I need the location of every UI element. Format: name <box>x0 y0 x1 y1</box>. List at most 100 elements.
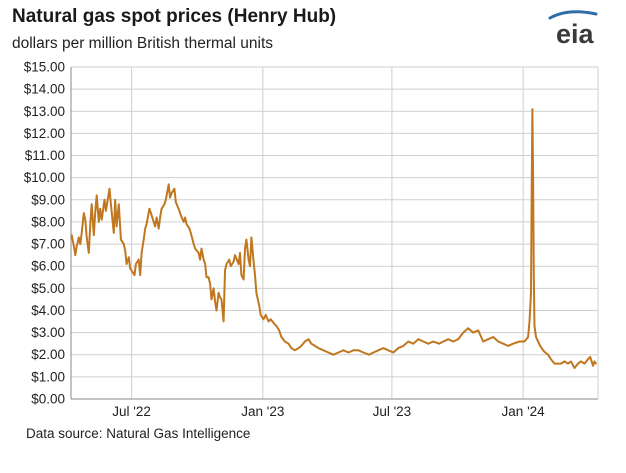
price-series-line <box>70 108 597 369</box>
data-point <box>417 338 419 340</box>
y-tick-label: $12.00 <box>24 126 65 141</box>
data-point <box>387 349 389 351</box>
data-source-note: Data source: Natural Gas Intelligence <box>26 426 251 441</box>
data-point <box>215 309 218 312</box>
data-point <box>91 203 93 205</box>
data-point <box>402 345 404 347</box>
data-point <box>294 349 296 351</box>
data-point <box>327 351 329 354</box>
data-point <box>114 199 116 201</box>
data-point <box>342 349 344 351</box>
data-point <box>198 252 200 254</box>
data-point <box>135 263 137 265</box>
data-point <box>280 336 282 338</box>
data-point <box>347 351 349 354</box>
data-point <box>553 363 556 365</box>
data-point <box>88 252 90 254</box>
series-layer <box>70 108 597 369</box>
axes <box>70 67 599 400</box>
x-tick-label: Jul '22 <box>112 404 151 419</box>
data-point <box>138 259 140 261</box>
data-point <box>204 263 206 265</box>
data-point <box>392 351 394 354</box>
data-point <box>260 314 262 316</box>
data-point <box>382 347 384 349</box>
eia-logo-arc <box>548 10 598 20</box>
data-point <box>93 234 95 236</box>
data-point <box>146 223 148 225</box>
data-point <box>210 298 213 300</box>
data-point <box>213 287 215 289</box>
data-point <box>589 356 591 358</box>
data-point <box>290 347 292 349</box>
data-point <box>110 203 112 205</box>
y-tick-label: $4.00 <box>31 303 65 318</box>
data-point <box>357 349 359 351</box>
data-point <box>153 221 155 223</box>
data-point <box>245 239 247 241</box>
data-point <box>531 108 534 110</box>
data-point <box>194 247 196 250</box>
data-point <box>563 360 566 362</box>
data-point <box>171 192 173 194</box>
data-point <box>297 347 300 349</box>
data-point <box>593 360 596 362</box>
data-point <box>583 363 586 365</box>
data-point <box>573 367 576 369</box>
y-tick-label: $9.00 <box>31 192 65 207</box>
eia-logo-text: eia <box>556 19 595 46</box>
y-tick-label: $13.00 <box>24 104 65 119</box>
data-point <box>144 228 146 230</box>
data-point <box>532 177 534 179</box>
data-point <box>209 283 211 285</box>
data-point <box>148 208 150 210</box>
y-tick-label: $10.00 <box>24 170 65 185</box>
data-point <box>161 208 163 210</box>
data-point <box>539 345 541 347</box>
data-point <box>452 340 454 343</box>
data-point <box>203 259 205 261</box>
data-point <box>432 340 434 343</box>
x-tick-label: Jan '23 <box>241 404 284 419</box>
data-point <box>208 276 210 278</box>
data-point <box>352 349 354 351</box>
data-point <box>230 265 232 267</box>
data-point <box>542 349 544 351</box>
data-point <box>278 329 280 331</box>
data-point <box>156 216 158 219</box>
data-point <box>178 210 180 212</box>
data-point <box>233 261 235 263</box>
x-axis-tick-labels: Jul '22 Jan '23 Jul '23 Jan '24 <box>112 404 545 419</box>
x-tick-label: Jul '23 <box>373 404 412 419</box>
data-point <box>457 338 459 340</box>
data-point <box>94 212 96 214</box>
data-point <box>567 363 569 365</box>
data-point <box>487 338 489 340</box>
data-point <box>129 267 131 269</box>
data-point <box>143 239 145 241</box>
data-point <box>275 325 277 327</box>
chart-subtitle: dollars per million British thermal unit… <box>12 35 274 52</box>
data-point <box>300 345 302 347</box>
data-point <box>86 236 88 238</box>
data-point <box>78 236 80 238</box>
data-point <box>84 219 86 221</box>
data-point <box>533 325 536 327</box>
data-point <box>482 340 484 343</box>
data-point <box>267 320 270 323</box>
data-point <box>472 332 474 334</box>
data-point <box>150 212 152 214</box>
data-point <box>200 247 203 250</box>
data-point <box>193 243 195 245</box>
data-point <box>113 232 115 234</box>
data-point <box>397 347 399 349</box>
data-point <box>570 360 572 362</box>
data-point <box>372 351 374 354</box>
data-point <box>412 343 414 345</box>
data-point <box>239 252 241 254</box>
data-point <box>557 363 559 365</box>
data-point <box>133 274 136 276</box>
data-point <box>124 250 126 252</box>
data-point <box>595 363 597 365</box>
